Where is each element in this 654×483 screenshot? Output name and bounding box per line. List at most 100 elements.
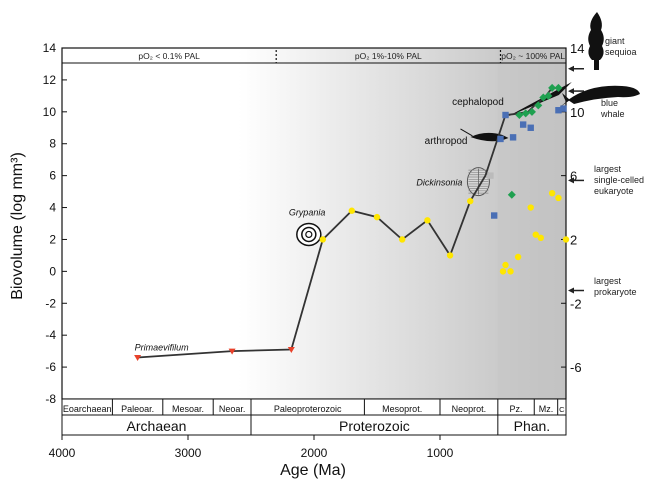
reference-label: largest — [594, 164, 622, 174]
era-label: Mesoprot. — [382, 404, 422, 414]
y-tick-label-left: 8 — [49, 137, 56, 151]
point-prokaryote — [134, 355, 142, 362]
data-point-layer — [134, 83, 570, 362]
era-label: C — [559, 405, 565, 414]
reference-label: eukaryote — [594, 186, 634, 196]
point-prokaryote — [228, 348, 236, 355]
phanerozoic-shade — [497, 48, 566, 399]
grypania-coil-inner — [305, 230, 313, 239]
point-protist — [467, 197, 474, 205]
era-label: Pz. — [510, 404, 523, 414]
y-tick-label-left: 4 — [49, 201, 56, 215]
reference-label: sequioa — [605, 47, 637, 57]
grypania-coil-outer — [296, 222, 322, 247]
x-tick-label: 2000 — [301, 446, 328, 460]
y-tick-label-left: 10 — [43, 105, 57, 119]
fossil-layer: Primaevifilum Grypania Dickinsonia arthropo… — [135, 82, 572, 353]
x-tick-label: 4000 — [49, 446, 76, 460]
point-invertebrate — [490, 212, 498, 219]
y-tick-label-right: 2 — [570, 232, 577, 247]
y-tick-label-left: 2 — [49, 232, 56, 246]
fossil-label-primaevifilum: Primaevifilum — [135, 343, 190, 353]
point-invertebrate — [555, 107, 562, 114]
point-protist — [555, 194, 562, 202]
y-axis-label: Biovolume (log mm³) — [9, 152, 26, 300]
point-vertebrate — [527, 107, 536, 116]
fossil-label-dickinsonia: Dickinsonia — [416, 178, 462, 188]
era-label: Paleoar. — [121, 404, 154, 414]
eon-label: Proterozoic — [339, 418, 410, 434]
point-protist — [507, 268, 514, 275]
y-tick-label-left: -4 — [45, 328, 56, 342]
reference-label: blue — [601, 98, 618, 108]
era-label: Eoarchaean — [63, 404, 112, 414]
x-axis-label: Age (Ma) — [280, 462, 346, 479]
fossil-label-cephalopod: cephalopod — [452, 97, 504, 108]
point-dickinsonia — [487, 172, 494, 179]
point-invertebrate — [502, 111, 509, 119]
y-tick-label-left: 0 — [49, 264, 56, 278]
point-invertebrate — [527, 124, 534, 131]
point-invertebrate — [519, 121, 527, 128]
point-protist — [499, 268, 507, 275]
era-label: Mz. — [539, 404, 554, 414]
eon-label: Archaean — [127, 418, 187, 434]
point-protist — [514, 253, 522, 261]
reference-label: prokaryote — [594, 287, 637, 297]
timescale-frame — [61, 398, 567, 436]
plot-background — [62, 48, 566, 399]
era-label: Paleoproterozoic — [274, 404, 342, 414]
point-vertebrate — [521, 109, 530, 118]
reference-layer: giantsequioabluewhalelargestsingle-celle… — [560, 12, 644, 297]
point-vertebrate — [534, 101, 543, 110]
point-prokaryote — [287, 347, 295, 354]
point-protist — [373, 213, 381, 221]
cephalopod-silhouette — [506, 82, 572, 118]
point-vertebrate — [548, 83, 557, 92]
blue-whale-silhouette — [568, 85, 640, 104]
oxygen-band-label: pO₂ < 0.1% PAL — [138, 51, 200, 61]
reference-arrow-head — [568, 177, 574, 184]
reference-arrow-head — [568, 287, 574, 294]
reference-label: single-celled — [594, 175, 644, 185]
x-tick-label: 1000 — [427, 446, 454, 460]
blue-whale-tail — [560, 93, 570, 107]
arthropod-antenna — [460, 128, 473, 137]
giant-sequoia-silhouette — [588, 12, 604, 60]
y-tick-label-left: 12 — [43, 73, 57, 87]
fossil-label-arthropod: arthropod — [425, 136, 468, 147]
y-tick-label-right: 10 — [570, 105, 584, 120]
point-vertebrate — [544, 91, 553, 100]
point-vertebrate — [554, 83, 563, 92]
era-label: Mesoar. — [172, 404, 204, 414]
reference-arrow-head — [568, 65, 574, 72]
point-invertebrate — [509, 134, 517, 141]
point-protist — [348, 207, 355, 214]
era-label: Neoprot. — [452, 404, 487, 414]
oxygen-band-label: pO₂ ~ 100% PAL — [501, 51, 565, 61]
oxygen-band-layer: pO₂ < 0.1% PAL pO₂ 1%-10% PAL pO₂ ~ 100% P… — [62, 50, 566, 64]
point-protist — [537, 234, 544, 242]
reference-label: largest — [594, 276, 622, 286]
grypania-coil-middle — [301, 226, 317, 243]
era-label: Neoar. — [219, 404, 246, 414]
point-invertebrate — [497, 135, 504, 143]
y-tick-label-left: 6 — [49, 169, 56, 183]
y-tick-label-left: -2 — [45, 296, 56, 310]
reference-arrow-head — [568, 88, 574, 95]
y-tick-label-left: 14 — [43, 41, 57, 55]
point-protist — [399, 236, 406, 243]
point-vertebrate — [515, 111, 524, 120]
oxygen-band-label: pO₂ 1%-10% PAL — [355, 51, 422, 61]
y-tick-label-left: -8 — [45, 392, 56, 406]
y-tick-label-left: -6 — [45, 360, 56, 374]
point-protist — [532, 231, 539, 238]
point-protist — [527, 204, 534, 211]
y-tick-label-right: -2 — [570, 296, 582, 311]
point-protist — [502, 261, 509, 269]
point-protist — [446, 252, 454, 259]
fossil-label-grypania: Grypania — [289, 207, 326, 217]
point-protist — [319, 236, 327, 243]
background-layer — [62, 48, 566, 399]
